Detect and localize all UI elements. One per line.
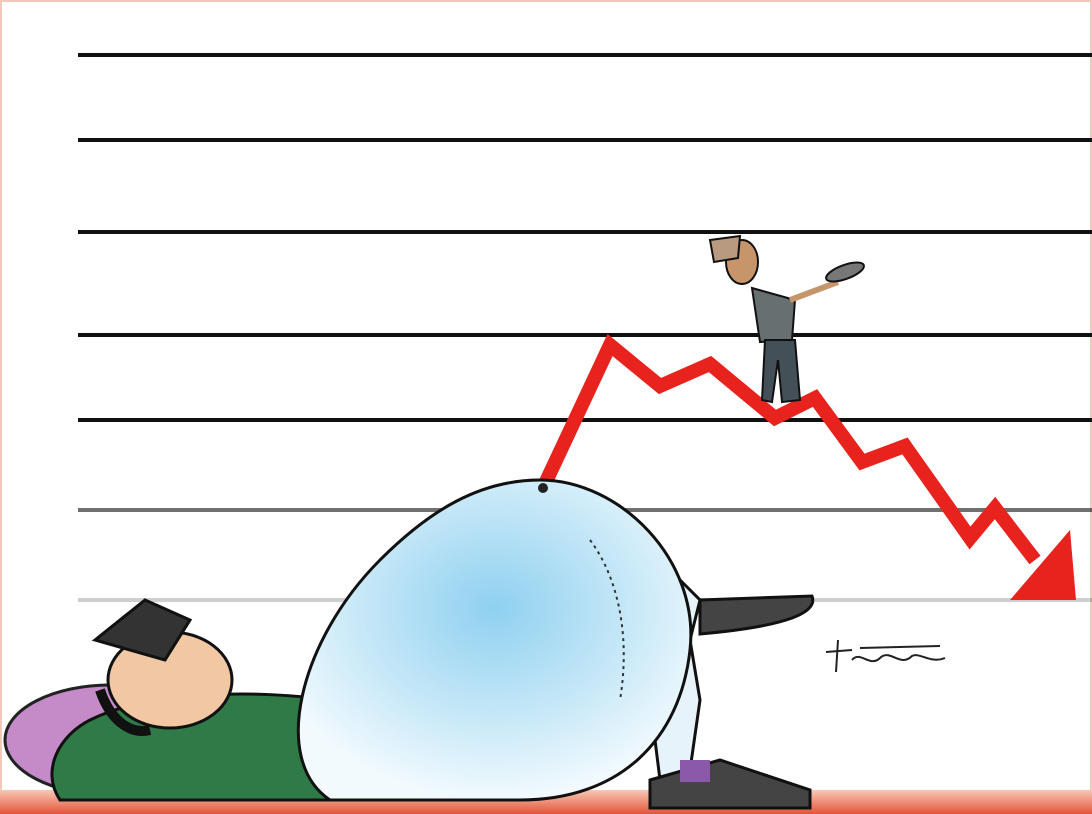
page — [0, 0, 1092, 814]
cartoon — [0, 0, 1092, 814]
